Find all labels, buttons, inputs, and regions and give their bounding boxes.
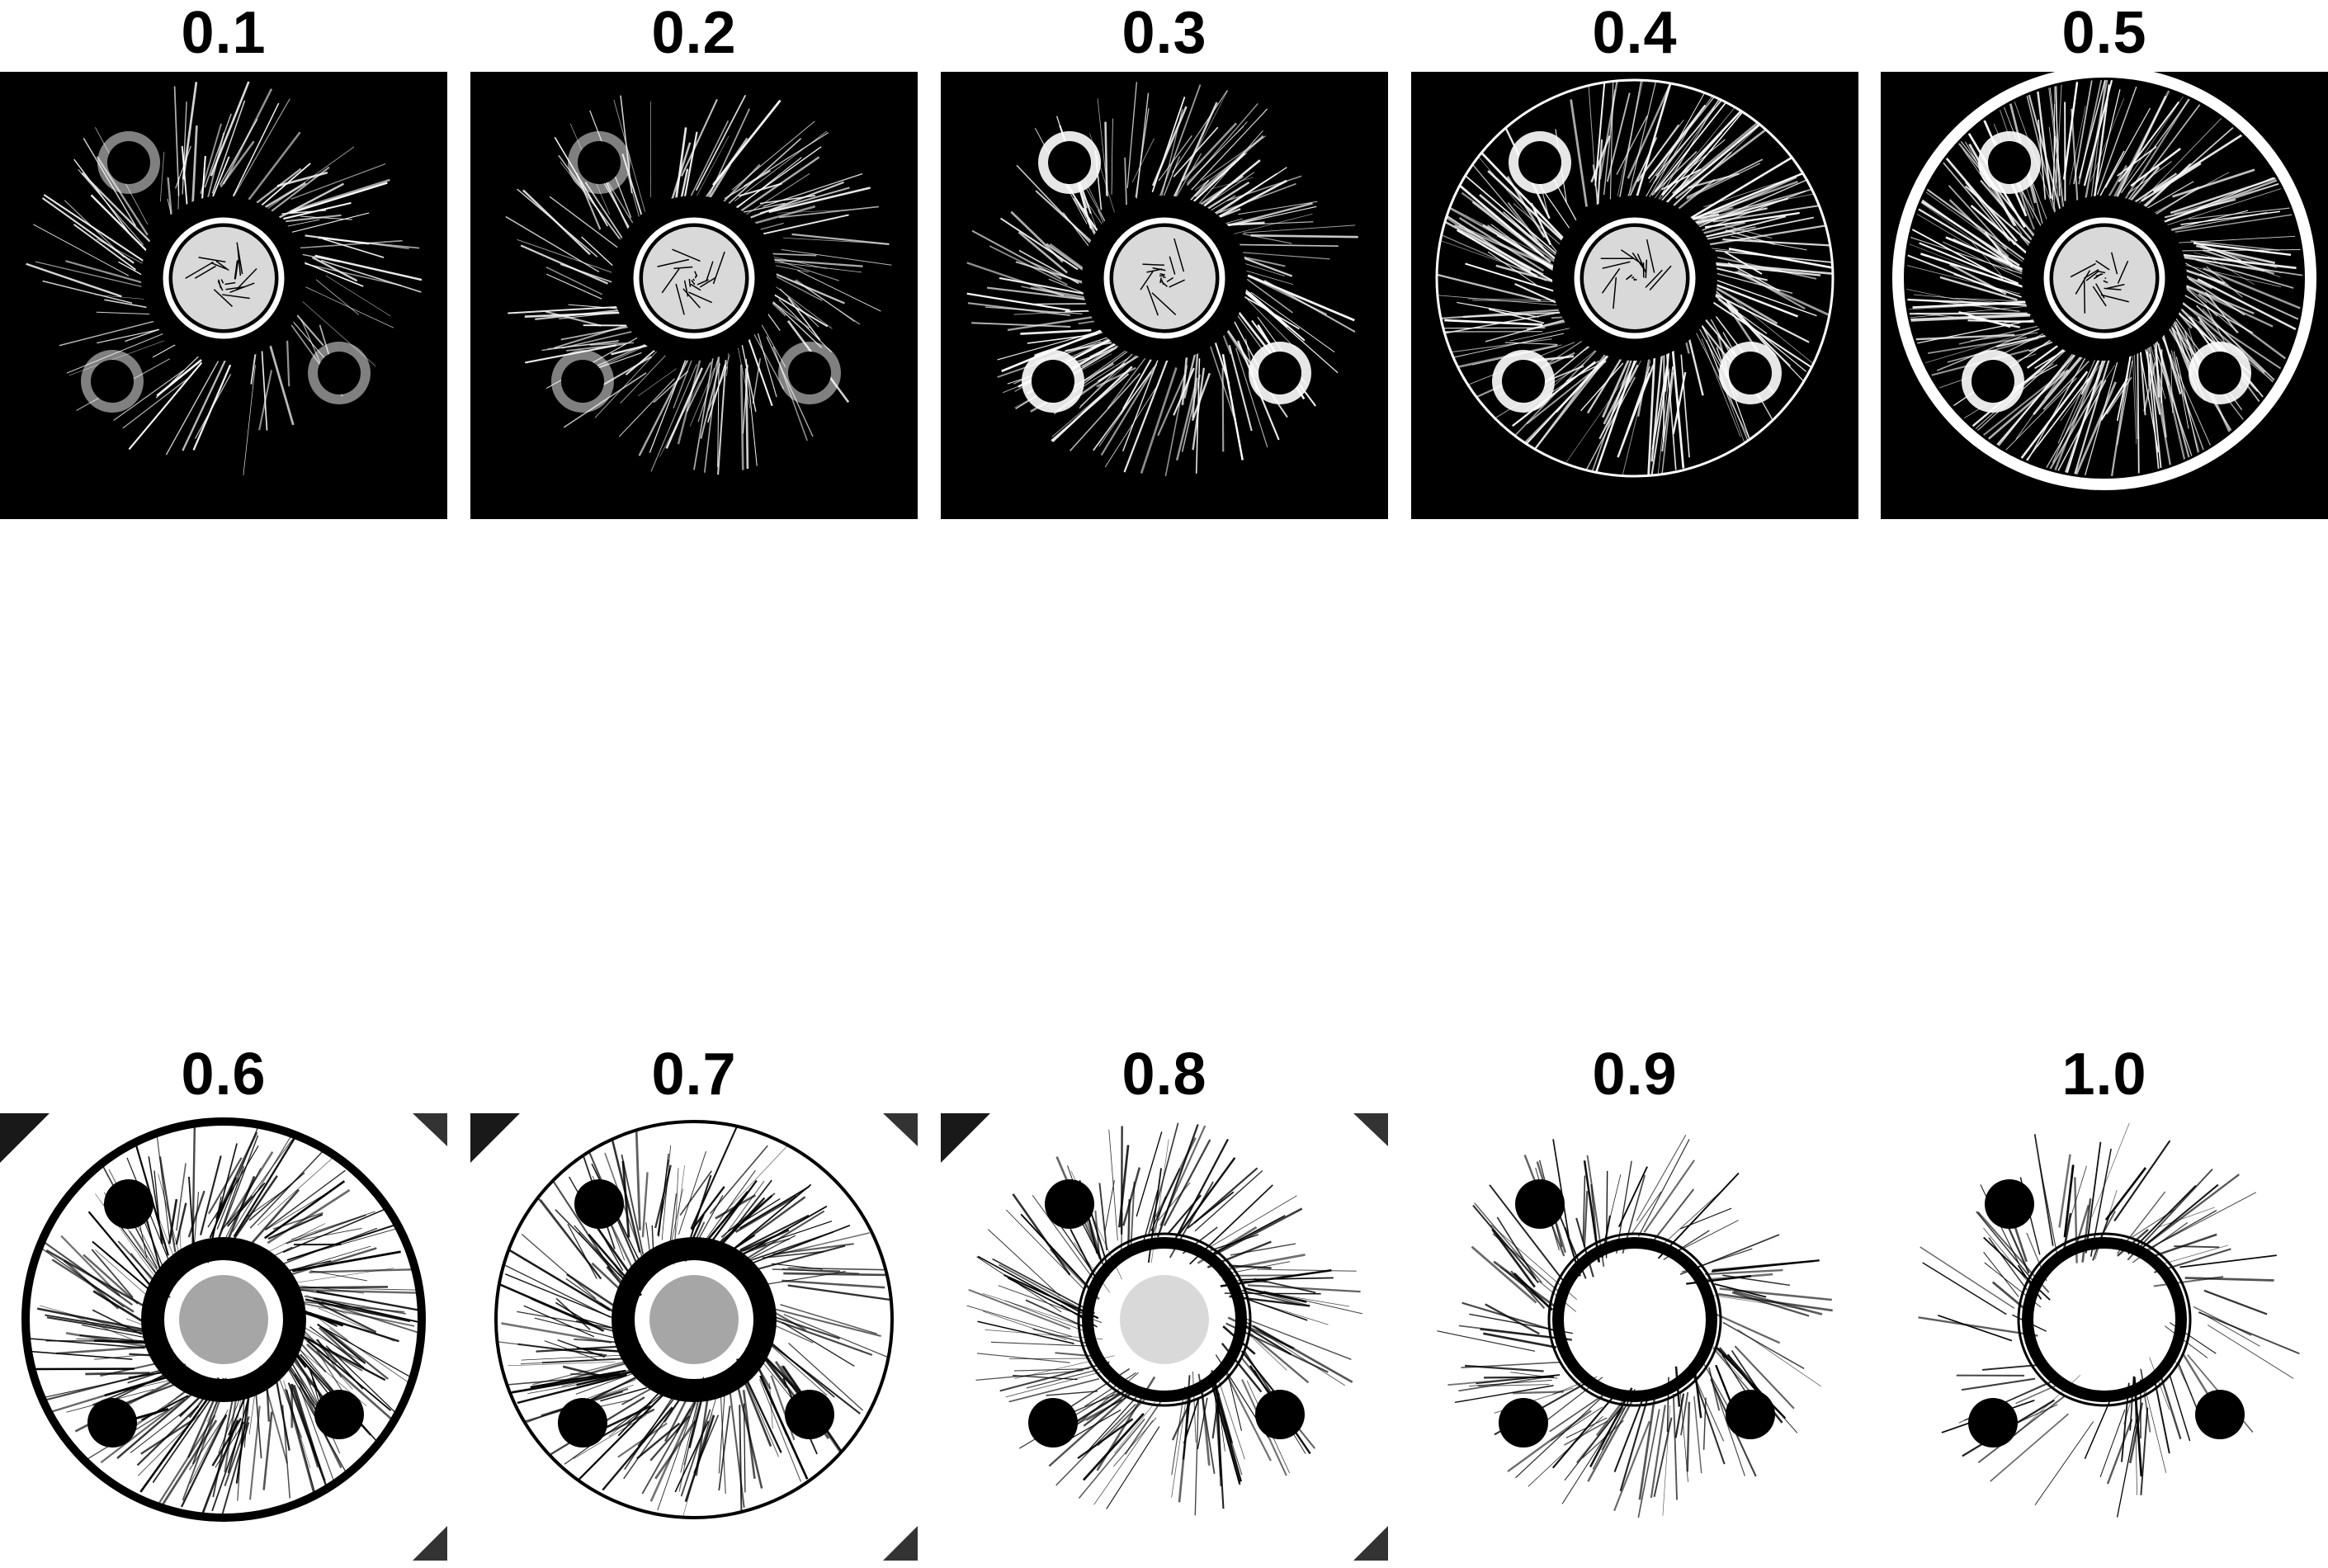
binarized-disk-image [470, 1113, 918, 1561]
binarized-disk-image [941, 1113, 1388, 1561]
panel-threshold-0-8: 0.8 [941, 1041, 1388, 1561]
binarized-disk-image [1411, 72, 1858, 519]
panel-label: 0.8 [1122, 1041, 1207, 1108]
panel-label: 0.7 [651, 1041, 737, 1108]
panel-threshold-0-1: 0.1 [0, 0, 447, 519]
panel-threshold-0-3: 0.3 [941, 0, 1388, 519]
panel-label: 0.3 [1122, 0, 1207, 66]
binarized-disk-image [1881, 72, 2328, 519]
panel-threshold-0-9: 0.9 [1411, 1041, 1858, 1561]
panel-threshold-0-2: 0.2 [470, 0, 918, 519]
panel-label: 0.4 [1592, 0, 1678, 66]
panel-threshold-0-5: 0.5 [1881, 0, 2328, 519]
panel-label: 0.5 [2061, 0, 2147, 66]
panel-label: 0.6 [181, 1041, 267, 1108]
panel-label: 0.1 [181, 0, 267, 66]
threshold-row-bottom: 0.6 0.7 0.8 0.9 1.0 [0, 1041, 2328, 1561]
binarized-disk-image [1411, 1113, 1858, 1561]
binarized-disk-image [0, 72, 447, 519]
panel-label: 0.2 [651, 0, 737, 66]
panel-threshold-0-6: 0.6 [0, 1041, 447, 1561]
binarized-disk-image [941, 72, 1388, 519]
panel-label: 0.9 [1592, 1041, 1678, 1108]
binarized-disk-image [0, 1113, 447, 1561]
panel-threshold-1-0: 1.0 [1881, 1041, 2328, 1561]
binarized-disk-image [1881, 1113, 2328, 1561]
threshold-row-top: 0.1 0.2 0.3 0.4 0.5 [0, 0, 2328, 519]
binarized-disk-image [470, 72, 918, 519]
panel-label: 1.0 [2061, 1041, 2147, 1108]
panel-threshold-0-7: 0.7 [470, 1041, 918, 1561]
panel-threshold-0-4: 0.4 [1411, 0, 1858, 519]
